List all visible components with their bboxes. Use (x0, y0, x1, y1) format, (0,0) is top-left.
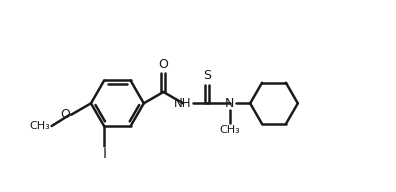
Text: N: N (225, 97, 234, 110)
Text: I: I (102, 147, 106, 161)
Text: NH: NH (174, 97, 192, 110)
Text: O: O (158, 58, 168, 71)
Text: CH₃: CH₃ (29, 121, 50, 131)
Text: O: O (60, 108, 70, 121)
Text: S: S (203, 70, 211, 83)
Text: CH₃: CH₃ (219, 125, 240, 135)
